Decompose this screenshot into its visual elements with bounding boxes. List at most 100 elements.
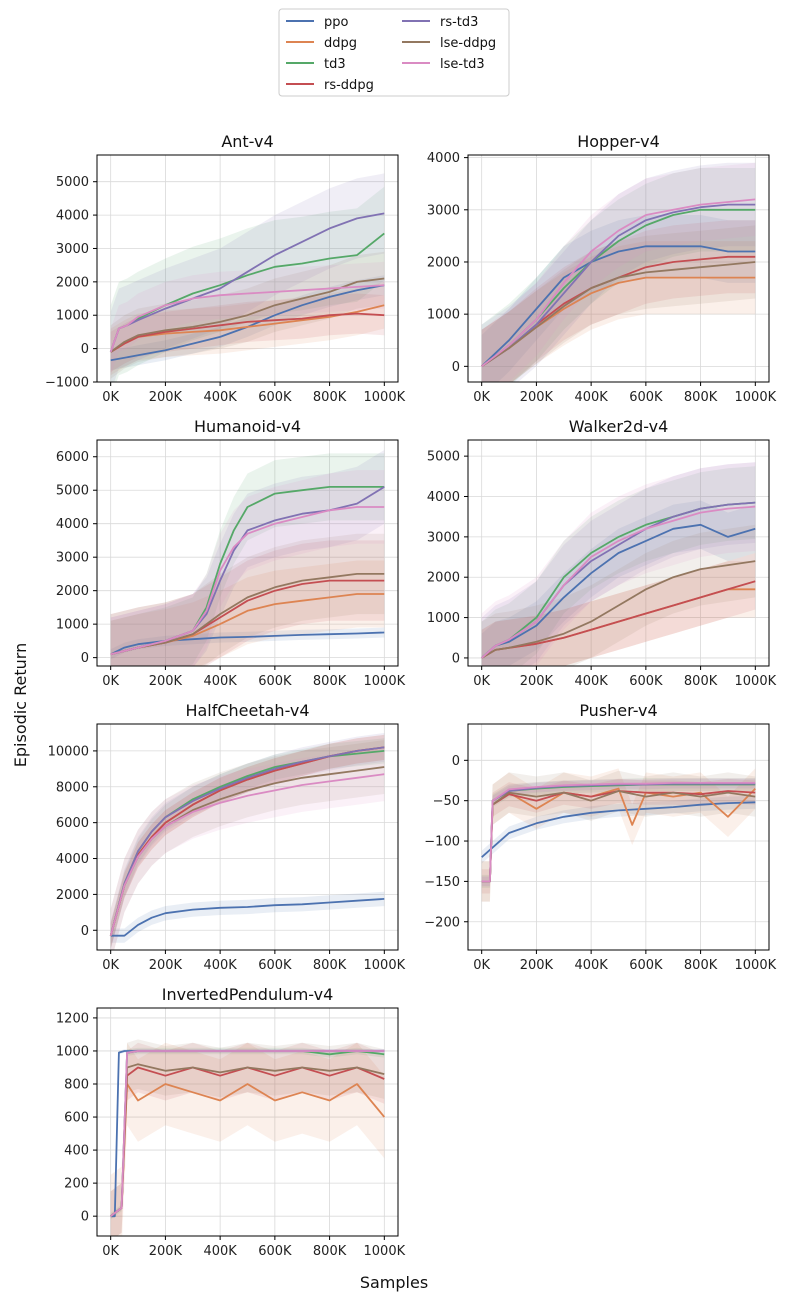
line-hopper-v4-ppo — [481, 245, 756, 367]
x-tick-label: 200K — [520, 958, 554, 973]
legend-items: ppo ddpg td3 rs-ddpg rs-td3 lse-ddpg lse-td3 — [286, 15, 496, 93]
subplot-humanoid-v4: 0K 200K 400K 600K 800K 1000K 0 1000 2000 3000 4000… — [56, 417, 406, 689]
subplot-title: Walker2d-v4 — [569, 417, 669, 436]
x-tick-label: 600K — [258, 390, 292, 405]
x-tick-label: 0K — [102, 1244, 119, 1259]
y-tick-label: 4000 — [427, 151, 460, 166]
legend-label-ddpg: ddpg — [324, 36, 357, 51]
subplot-title: InvertedPendulum-v4 — [162, 985, 334, 1004]
x-tick-label: 400K — [574, 958, 608, 973]
y-tick-label: 400 — [64, 1144, 89, 1159]
x-tick-label: 600K — [258, 958, 292, 973]
line-walker2d-v4-ppo — [481, 523, 756, 659]
subplot-hopper-v4: 0K 200K 400K 600K 800K 1000K 0 1000 2000 3000 4000… — [427, 132, 777, 405]
x-tick-label: 800K — [313, 1244, 347, 1259]
y-tick-label: 1000 — [427, 611, 460, 626]
grid-humanoid-v4 — [97, 440, 398, 666]
line-ant-v4-lse-ddpg — [110, 277, 385, 353]
line-hopper-v4-lse-ddpg — [481, 261, 756, 368]
y-tick-label: 600 — [64, 1111, 89, 1126]
y-tick-label: 200 — [64, 1177, 89, 1192]
y-tick-label: 3000 — [56, 242, 89, 257]
y-tick-label: 4000 — [56, 852, 89, 867]
x-tick-label: 200K — [520, 390, 554, 405]
x-tick-label: 600K — [258, 1244, 292, 1259]
subplot-pusher-v4: 0K 200K 400K 600K 800K 1000K −200 −150 −100 −50 0 P… — [424, 701, 776, 973]
plot-area-ant-v4 — [109, 173, 385, 382]
line-hopper-v4-rs-td3 — [481, 203, 756, 368]
y-tick-label: −1000 — [45, 376, 89, 391]
band-hopper-v4-lse-td3 — [481, 162, 756, 382]
x-tick-label: 400K — [203, 1244, 237, 1259]
subplot-halfcheetah-v4: 0K 200K 400K 600K 800K 1000K 0 2000 4000 6000 8000… — [48, 701, 406, 973]
band-invertedpendulum-v4-ddpg — [110, 1042, 385, 1236]
y-tick-label: 1000 — [427, 308, 460, 323]
legend-item-ddpg: ddpg — [286, 36, 357, 51]
y-tick-label: 5000 — [427, 450, 460, 465]
x-tick-label: 400K — [574, 390, 608, 405]
band-walker2d-v4-ddpg — [481, 561, 756, 666]
subplot-title: Humanoid-v4 — [194, 417, 301, 436]
y-tick-label: 0 — [81, 651, 89, 666]
x-tick-label: 0K — [473, 674, 490, 689]
band-halfcheetah-v4-ppo — [110, 891, 385, 943]
subplot-title: HalfCheetah-v4 — [185, 701, 309, 720]
line-walker2d-v4-lse-ddpg — [481, 560, 756, 659]
figure-ylabel: Episodic Return — [11, 643, 30, 767]
y-tick-label: 4000 — [56, 517, 89, 532]
figure-xlabel: Samples — [360, 1273, 428, 1292]
line-pusher-v4-ppo — [481, 801, 756, 858]
axes-frame-pusher-v4 — [467, 723, 770, 951]
band-hopper-v4-lse-ddpg — [481, 225, 756, 382]
subplot-walker2d-v4: 0K 200K 400K 600K 800K 1000K 0 1000 2000 3000 4000… — [427, 417, 777, 689]
grid-halfcheetah-v4 — [97, 724, 398, 950]
y-tick-label: 3000 — [427, 203, 460, 218]
subplot-invertedpendulum-v4: 0K 200K 400K 600K 800K 1000K 0 200 400 600 800 1000… — [56, 985, 406, 1259]
band-humanoid-v4-lse-td3 — [110, 470, 385, 666]
legend-label-rs-ddpg: rs-ddpg — [324, 78, 374, 93]
band-walker2d-v4-ppo — [481, 500, 756, 666]
y-tick-label: 3000 — [56, 551, 89, 566]
y-tick-label: −150 — [424, 875, 460, 890]
x-tick-label: 600K — [629, 674, 663, 689]
x-tick-label: 0K — [473, 390, 490, 405]
band-halfcheetah-v4-lse-td3 — [110, 747, 385, 950]
x-tick-label: 200K — [149, 1244, 183, 1259]
x-tick-label: 1000K — [735, 958, 777, 973]
plot-area-hopper-v4 — [481, 162, 756, 382]
x-tick-label: 1000K — [364, 390, 406, 405]
legend-label-lse-td3: lse-td3 — [440, 57, 485, 72]
grid-invertedpendulum-v4 — [97, 1008, 398, 1236]
subplot-grid: 0K 200K 400K 600K 800K 1000K−1000010002000300… — [45, 132, 777, 1259]
y-tick-label: −100 — [424, 835, 460, 850]
y-tick-label: 1200 — [56, 1011, 89, 1026]
x-tick-label: 1000K — [364, 1244, 406, 1259]
legend-item-lse-td3: lse-td3 — [402, 57, 485, 72]
legend-label-lse-ddpg: lse-ddpg — [440, 36, 496, 51]
subplot-title: Hopper-v4 — [577, 132, 660, 151]
x-tick-label: 800K — [313, 674, 347, 689]
y-tick-label: −50 — [433, 794, 460, 809]
line-walker2d-v4-lse-td3 — [481, 505, 756, 659]
band-ant-v4-rs-ddpg — [110, 293, 385, 372]
axes-frame-halfcheetah-v4 — [96, 723, 399, 951]
plot-area-pusher-v4 — [481, 768, 756, 902]
band-hopper-v4-ppo — [481, 215, 756, 382]
x-tick-label: 1000K — [364, 958, 406, 973]
y-tick-label: 10000 — [48, 744, 89, 759]
line-halfcheetah-v4-ppo — [110, 898, 385, 937]
axes-frame-invertedpendulum-v4 — [96, 1007, 399, 1237]
y-tick-label: 2000 — [427, 571, 460, 586]
plot-area-walker2d-v4 — [481, 462, 756, 666]
legend-item-ppo: ppo — [286, 15, 349, 30]
y-tick-label: 0 — [452, 651, 460, 666]
axes-frame-walker2d-v4 — [467, 439, 770, 667]
line-humanoid-v4-lse-ddpg — [110, 573, 385, 656]
y-tick-label: 1000 — [56, 1044, 89, 1059]
band-humanoid-v4-rs-td3 — [110, 450, 385, 666]
y-tick-label: 2000 — [56, 888, 89, 903]
band-humanoid-v4-td3 — [110, 453, 385, 666]
plot-area-invertedpendulum-v4 — [110, 1039, 385, 1236]
y-tick-label: 3000 — [427, 530, 460, 545]
